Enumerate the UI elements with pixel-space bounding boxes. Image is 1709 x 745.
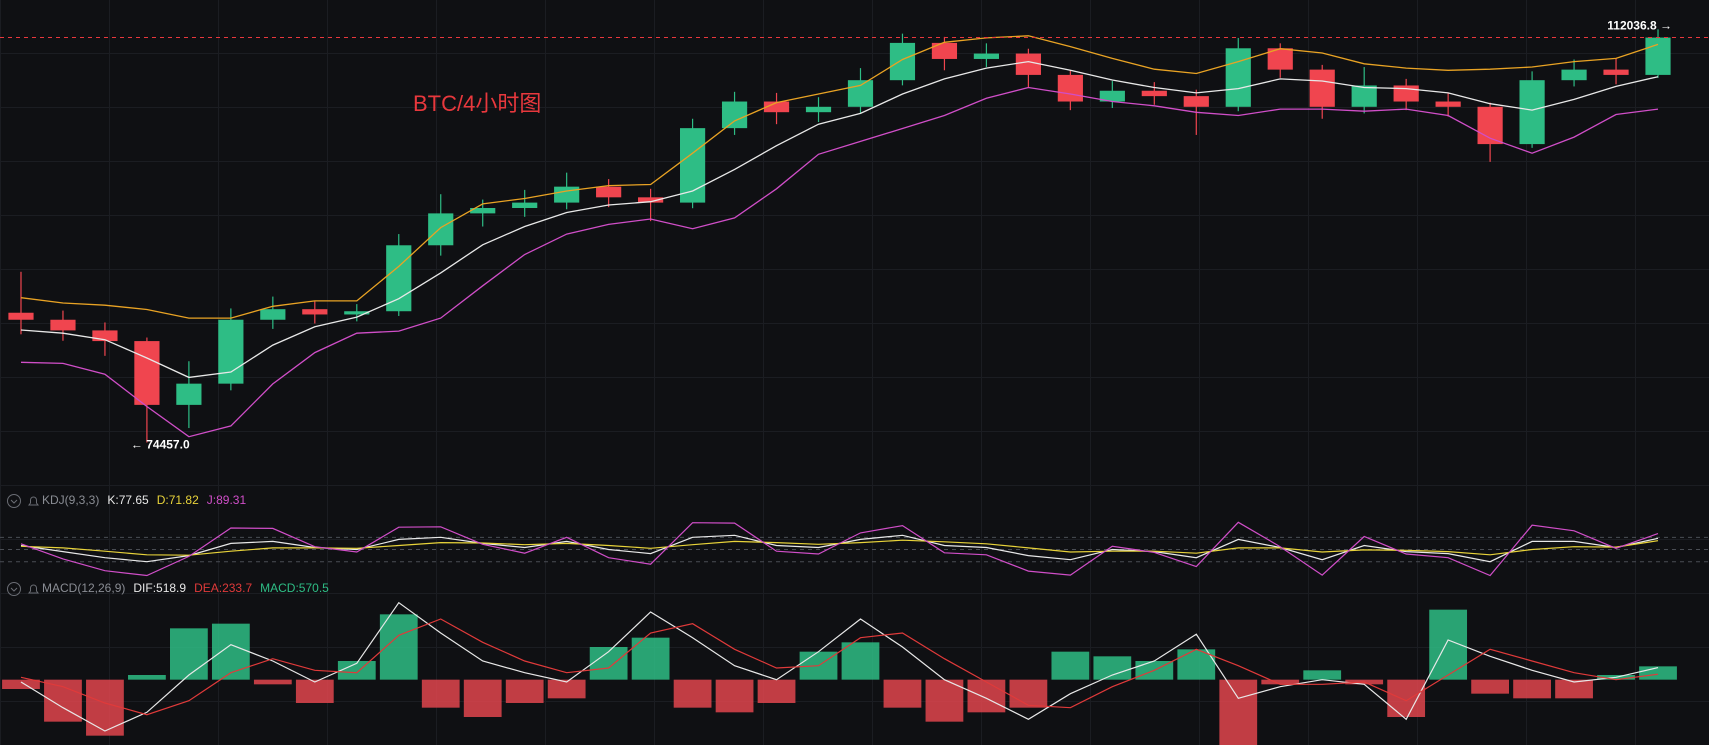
candle-body: [973, 53, 1000, 59]
candle-body: [763, 101, 790, 113]
candle-body: [1057, 74, 1083, 102]
band-line: [20, 86, 1659, 438]
candle-body: [134, 341, 160, 405]
kdj-alert[interactable]: [28, 496, 39, 506]
candle-body: [805, 106, 832, 113]
macd-bar: [169, 628, 208, 680]
macd-bar: [547, 679, 586, 699]
candle-body: [596, 186, 622, 198]
candle-body: [1141, 90, 1167, 97]
candle-body: [1099, 90, 1125, 102]
macd-bar: [589, 647, 628, 680]
readout: DIF:518.9: [133, 581, 186, 595]
candle-body: [428, 213, 454, 246]
macd-bar: [1555, 679, 1593, 699]
macd-line: [20, 618, 1659, 716]
candle-body: [931, 42, 958, 59]
readout: J:89.31: [207, 493, 247, 507]
candle-body: [176, 383, 202, 405]
price-label: 112036.8 →: [1607, 19, 1672, 33]
macd-bar: [925, 679, 964, 722]
candle-body: [1519, 80, 1545, 145]
macd-bar: [295, 679, 334, 703]
candle-body: [1183, 96, 1209, 107]
macd-bar: [967, 679, 1006, 713]
macd-bar: [1261, 679, 1300, 685]
macd-bar: [128, 675, 166, 680]
candle-body: [218, 319, 244, 384]
macd-bar: [505, 679, 544, 703]
macd-bar: [1471, 679, 1510, 694]
macd-bar: [421, 679, 460, 708]
candle-body: [1561, 69, 1587, 81]
macd-bar: [883, 679, 922, 708]
macd-toggle[interactable]: [7, 582, 21, 596]
macd-bar: [1513, 679, 1551, 699]
chart-title: BTC/4小时图: [413, 91, 541, 116]
candle-body: [8, 312, 34, 320]
candle-body: [638, 197, 664, 203]
macd-bar: [1051, 651, 1090, 680]
readout: DEA:233.7: [194, 581, 252, 595]
macd-bar: [673, 679, 712, 708]
macd-bar: [211, 623, 250, 680]
candle-body: [1225, 48, 1251, 107]
macd-bar: [1009, 679, 1048, 708]
macd-bar: [1387, 679, 1426, 717]
macd-bar: [463, 679, 502, 717]
readout: K:77.65: [107, 493, 149, 507]
kdj-line: [20, 539, 1659, 556]
indicator-header: KDJ(9,3,3) K:77.65 D:71.82 J:89.31: [42, 493, 246, 507]
candle-body: [260, 309, 286, 320]
macd-bar: [631, 637, 670, 680]
kdj-toggle[interactable]: [7, 494, 21, 508]
candle-body: [512, 202, 538, 208]
candle-body: [554, 186, 580, 203]
macd-bar: [1303, 670, 1342, 680]
candle-body: [344, 311, 370, 315]
indicator-header: MACD(12,26,9) DIF:518.9 DEA:233.7 MACD:570.…: [42, 581, 329, 595]
candle-body: [1267, 48, 1293, 70]
macd-bar: [1093, 656, 1132, 680]
candle-body: [847, 80, 874, 107]
macd-bar: [757, 679, 796, 703]
candle-body: [470, 207, 496, 214]
candle-body: [1015, 53, 1041, 75]
candle-body: [679, 128, 706, 203]
candle-body: [302, 309, 328, 315]
candle-body: [721, 101, 748, 129]
candle-body: [92, 330, 118, 342]
indicator-label: KDJ(9,3,3): [42, 493, 99, 507]
readout: MACD:570.5: [260, 581, 329, 595]
macd-bar: [86, 679, 124, 736]
macd-bar: [337, 661, 376, 680]
macd-line: [20, 601, 1659, 732]
candle-body: [386, 245, 412, 312]
macd-bar: [841, 642, 880, 680]
macd-bar: [1639, 666, 1677, 680]
band-line: [20, 35, 1659, 319]
macd-bar: [2, 679, 40, 689]
band-line: [20, 60, 1659, 379]
macd-alert[interactable]: [28, 584, 39, 594]
candle-body: [1645, 37, 1671, 75]
kdj-line: [20, 521, 1659, 577]
candle-body: [1309, 69, 1335, 107]
candle-body: [1603, 69, 1629, 75]
low-label: ← 74457.0: [131, 438, 190, 452]
candle-body: [50, 319, 76, 331]
candle-body: [1435, 101, 1461, 107]
readout: D:71.82: [157, 493, 199, 507]
candle-body: [1351, 85, 1377, 107]
indicator-label: MACD(12,26,9): [42, 581, 125, 595]
macd-bar: [1219, 679, 1258, 745]
candle-body: [889, 42, 916, 81]
macd-bar: [253, 679, 292, 685]
macd-bar: [715, 679, 754, 713]
